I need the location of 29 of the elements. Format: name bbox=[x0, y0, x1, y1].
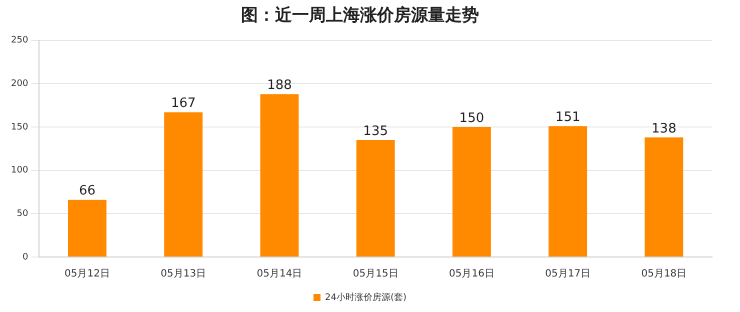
x-tick-label: 05月12日 bbox=[64, 268, 110, 280]
x-tick-label: 05月16日 bbox=[448, 268, 494, 280]
y-tick-label: 0 bbox=[22, 252, 28, 262]
data-label: 135 bbox=[363, 124, 388, 139]
data-label: 167 bbox=[170, 96, 196, 112]
y-tick-label: 150 bbox=[10, 122, 28, 132]
y-tick-label: 250 bbox=[10, 36, 28, 46]
bar bbox=[644, 137, 684, 256]
x-tick-label: 05月18日 bbox=[641, 268, 687, 280]
data-label: 138 bbox=[652, 121, 676, 136]
data-label: 66 bbox=[78, 184, 96, 199]
chart-title: 图：近一周上海涨价房源量走势 bbox=[241, 6, 479, 26]
y-tick-label: 50 bbox=[16, 209, 28, 220]
data-label: 188 bbox=[267, 78, 292, 93]
bar bbox=[356, 140, 395, 256]
bar bbox=[68, 200, 106, 256]
legend-label: 24小时涨价房源(套) bbox=[325, 292, 406, 303]
y-tick-label: 100 bbox=[10, 166, 28, 176]
data-label: 151 bbox=[555, 110, 580, 126]
data-label: 150 bbox=[459, 110, 484, 126]
bar bbox=[164, 112, 203, 256]
bar bbox=[452, 127, 491, 256]
x-tick-label: 05月17日 bbox=[545, 268, 591, 280]
bar bbox=[548, 126, 588, 256]
x-tick-label: 05月14日 bbox=[256, 268, 302, 280]
x-tick-label: 05月13日 bbox=[160, 268, 206, 280]
y-tick-label: 200 bbox=[10, 79, 28, 90]
bar bbox=[260, 94, 299, 256]
x-tick-label: 05月15日 bbox=[352, 268, 398, 280]
